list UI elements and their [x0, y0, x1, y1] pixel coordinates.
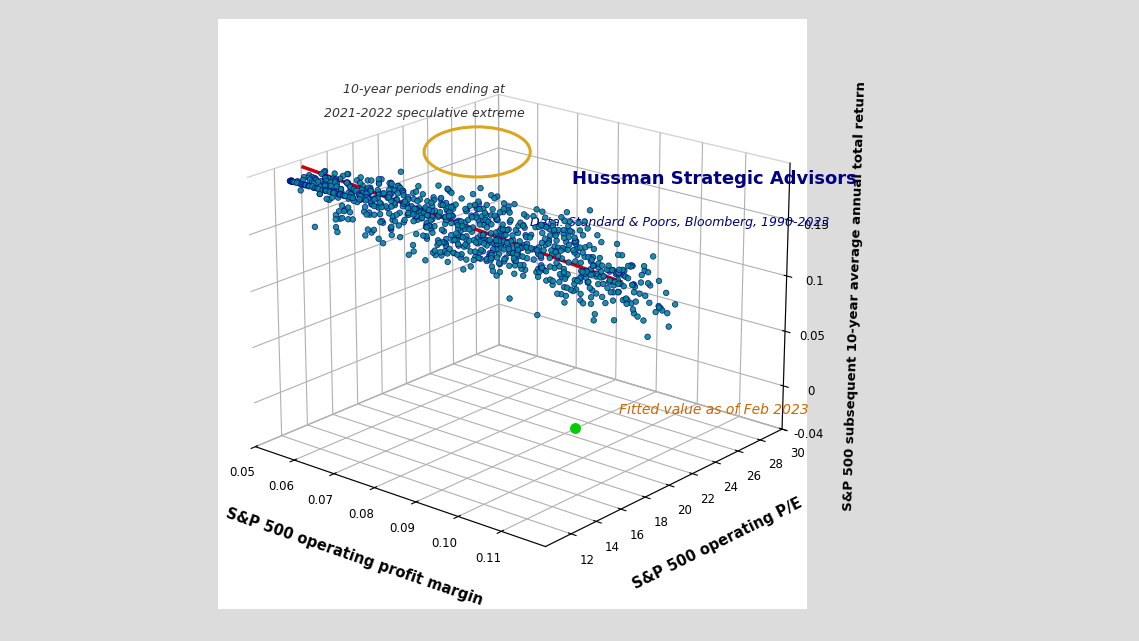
Text: Data: Standard & Poors, Bloomberg, 1990-2023: Data: Standard & Poors, Bloomberg, 1990-…: [531, 215, 829, 229]
Text: Fitted value as of Feb 2023: Fitted value as of Feb 2023: [618, 403, 809, 417]
Y-axis label: S&P 500 operating P/E: S&P 500 operating P/E: [630, 495, 804, 592]
X-axis label: S&P 500 operating profit margin: S&P 500 operating profit margin: [223, 506, 484, 608]
Text: 2021-2022 speculative extreme: 2021-2022 speculative extreme: [323, 106, 524, 119]
Text: Hussman Strategic Advisors: Hussman Strategic Advisors: [572, 171, 857, 188]
Text: 10-year periods ending at: 10-year periods ending at: [343, 83, 505, 96]
